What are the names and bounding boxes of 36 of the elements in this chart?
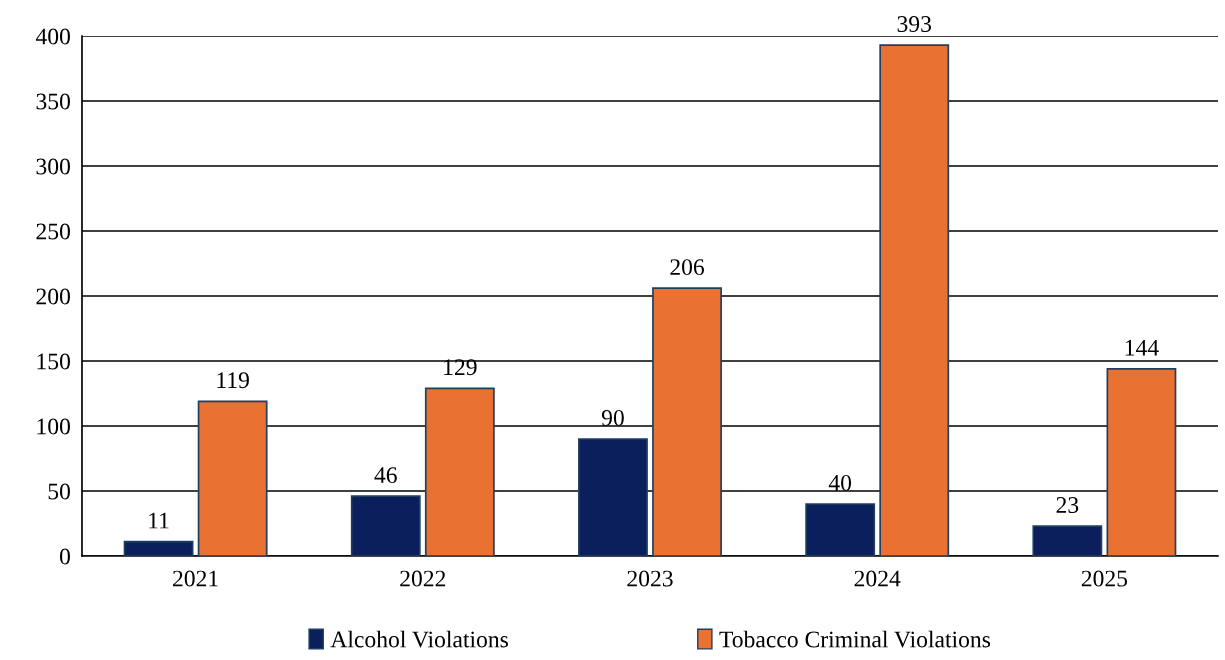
x-tick-label: 2022: [400, 570, 446, 587]
data-label: 144: [1125, 339, 1159, 356]
bar: [1032, 525, 1103, 556]
data-label: 393: [897, 16, 932, 32]
y-tick-label: 350: [36, 93, 70, 110]
bar: [350, 495, 421, 556]
bar: [578, 438, 648, 556]
data-label: 206: [670, 259, 705, 276]
data-label: 129: [444, 359, 477, 376]
y-tick-label: 0: [59, 548, 70, 565]
bar: [197, 400, 268, 556]
data-label: 23: [1056, 497, 1079, 513]
data-label: 40: [828, 474, 852, 491]
y-tick-label: 200: [36, 288, 70, 305]
x-tick-label: 2024: [854, 570, 901, 587]
y-tick-label: 50: [48, 483, 70, 500]
y-tick-label: 400: [35, 28, 70, 45]
bar: [424, 387, 495, 556]
data-label: 46: [374, 467, 397, 484]
bar: [1106, 367, 1177, 556]
legend-label: Alcohol Violations: [330, 630, 508, 648]
data-label: 119: [217, 372, 249, 389]
bar: [652, 287, 722, 556]
data-label: 90: [601, 409, 624, 426]
bar: [879, 44, 950, 556]
x-tick-label: 2023: [627, 570, 673, 587]
data-label: 11: [149, 512, 169, 529]
x-tick-label: 2021: [173, 570, 218, 587]
bar: [123, 540, 194, 556]
y-tick-label: 100: [37, 418, 70, 435]
x-tick-label: 2025: [1081, 570, 1128, 587]
y-tick-label: 250: [36, 223, 70, 240]
legend-label: Tobacco Criminal Violations: [719, 630, 991, 648]
y-tick-label: 150: [37, 353, 70, 370]
y-tick-label: 300: [36, 158, 70, 175]
bar: [805, 503, 876, 556]
